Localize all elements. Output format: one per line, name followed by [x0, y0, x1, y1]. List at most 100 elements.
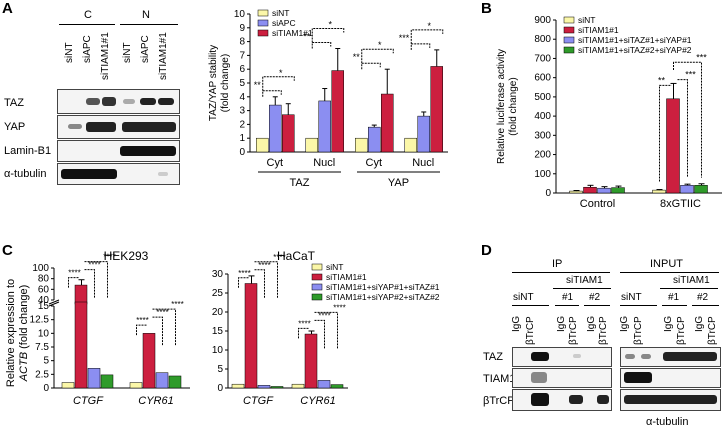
sig-bracket — [262, 76, 295, 91]
sig-label: **** — [68, 269, 80, 278]
y-tick-label: 6 — [239, 64, 245, 75]
bar — [244, 283, 258, 389]
d-loading-label: α-tubulin — [646, 416, 689, 428]
legend-swatch — [257, 9, 269, 17]
x-tick-label: CYR61 — [300, 395, 335, 407]
legend-label: siTIAM1#1 — [326, 272, 367, 282]
d-input-tiam1 — [620, 368, 721, 388]
sig-label: *** — [399, 33, 410, 43]
bar — [417, 115, 430, 153]
blot-tubulin — [57, 163, 180, 185]
legend-label: siTIAM1#1+siYAP#1+siTAZ#1 — [326, 282, 440, 292]
y-tick-label: 30 — [212, 269, 224, 280]
legend-swatch — [257, 19, 269, 27]
bar — [318, 100, 331, 153]
d-ip-tiam1 — [512, 368, 612, 388]
d-lane-label: βTrCP — [676, 316, 687, 345]
legend-label: siTIAM1#1+siYAP#2+siTAZ#2 — [326, 292, 440, 302]
y-tick-label: 15 — [212, 326, 224, 337]
legend-swatch — [311, 273, 323, 281]
y-tick-label: 100 — [32, 263, 49, 274]
sig-bracket — [677, 79, 688, 178]
y-tick-label: 80 — [38, 274, 50, 285]
d-lane-label: IgG — [586, 315, 597, 332]
ip-cond-line — [584, 305, 610, 306]
d-lane-label: IgG — [663, 315, 674, 332]
sig-label: ** — [254, 80, 262, 90]
legend-label: siNT — [272, 8, 289, 18]
input-sitiam-label: siTIAM1 — [673, 275, 710, 286]
x-tick-label: Cyt — [267, 157, 284, 169]
group-label: TAZ — [290, 177, 310, 189]
y-tick-label: 60 — [38, 284, 50, 295]
bar — [270, 386, 284, 389]
sig-bracket — [410, 29, 444, 44]
y-tick-label: 0 — [239, 147, 245, 158]
x-tick-label: Cyt — [366, 157, 383, 169]
legend-swatch — [311, 263, 323, 271]
sig-label: **** — [103, 253, 115, 262]
blot-group-c-line — [59, 24, 115, 25]
group-label: YAP — [388, 177, 409, 189]
legend-label: siTIAM1#1 — [578, 25, 619, 35]
d-lane-label: βTrCP — [598, 316, 609, 345]
panel-letter-b: B — [481, 0, 492, 17]
d-lane-label: IgG — [556, 315, 567, 332]
sig-bracket — [152, 308, 176, 346]
bar — [652, 189, 666, 194]
d-row-label: βTrCP — [483, 395, 515, 407]
sig-bracket — [410, 43, 431, 50]
d-row-label: TAZ — [483, 351, 503, 363]
input-sitiam-line — [660, 288, 718, 289]
y-axis-label: Relative expression toACTB (fold change) — [5, 279, 30, 387]
blot-row-label: YAP — [4, 121, 26, 133]
y-tick-label: 4 — [239, 92, 245, 103]
blot-row-label: TAZ — [4, 97, 24, 109]
input-line — [620, 272, 719, 273]
input-cond-line — [692, 305, 719, 306]
bar — [666, 98, 680, 194]
d-tubulin-row — [620, 412, 719, 415]
d-row-label: TIAM1 — [483, 373, 516, 385]
panel-letter-c: C — [2, 242, 13, 259]
blot-lane-label: siAPC — [82, 35, 93, 63]
y-tick-label: 0 — [545, 188, 551, 199]
bar — [142, 333, 156, 389]
y-tick-label: 7 — [239, 50, 245, 61]
sig-label: **** — [156, 308, 168, 317]
y-tick-label: 15 — [38, 301, 50, 312]
panel-letter-d: D — [481, 242, 492, 259]
sig-bracket — [238, 277, 250, 288]
blot-yap — [57, 115, 180, 139]
bar — [330, 384, 344, 389]
blot-group-n: N — [142, 9, 150, 21]
input-cond-line — [662, 305, 687, 306]
bar — [257, 385, 271, 389]
bar — [304, 333, 318, 389]
bar — [87, 368, 101, 389]
bar — [331, 70, 344, 153]
legend-label: siTIAM1#1+siTAZ#1+siYAP#1 — [578, 35, 692, 45]
sig-bracket — [84, 269, 95, 298]
legend-label: siNT — [326, 262, 343, 272]
sig-label: **** — [333, 303, 345, 312]
sig-bracket — [254, 261, 278, 298]
bar — [129, 382, 143, 389]
blot-row-label: α-tubulin — [4, 168, 47, 180]
y-tick-label: 12.5 — [30, 315, 50, 326]
y-tick-label: 1 — [239, 133, 245, 144]
y-tick-label: 0 — [217, 383, 223, 394]
legend-swatch — [563, 36, 575, 44]
bar — [74, 301, 88, 389]
ip-cond-label: #2 — [589, 292, 601, 303]
legend-label: siTIAM1#1 — [272, 28, 313, 38]
x-tick-label: 8xGTIIC — [660, 198, 701, 210]
y-tick-label: 5 — [43, 356, 49, 367]
d-input-btrcp — [620, 389, 721, 411]
y-tick-label: 3 — [239, 106, 245, 117]
legend-swatch — [563, 16, 575, 24]
sig-bracket — [314, 311, 338, 349]
sig-bracket — [254, 269, 265, 298]
ip-cond-label: #1 — [562, 292, 574, 303]
chart-a: 0 1 2 3 4 5 6 7 8 9 10 TAZ/YAP stability(fold chang… — [208, 8, 448, 189]
